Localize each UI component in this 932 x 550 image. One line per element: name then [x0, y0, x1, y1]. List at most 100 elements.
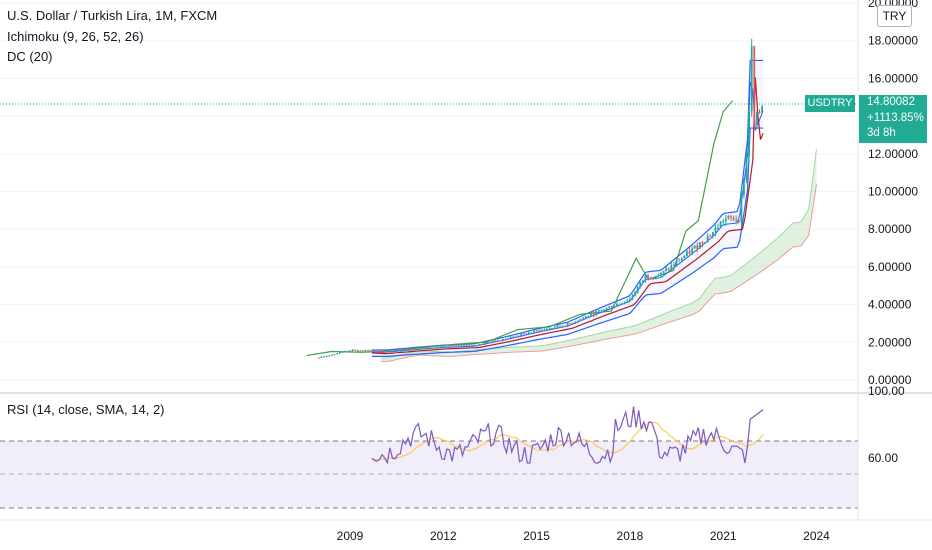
rsi-legend[interactable]: RSI (14, close, SMA, 14, 2): [7, 402, 165, 417]
candle-body: [740, 194, 743, 222]
candle-body: [559, 325, 561, 327]
candle-body: [426, 347, 429, 349]
candle-body: [641, 280, 644, 283]
ichimoku-cloud: [381, 149, 817, 363]
candle-body: [520, 333, 522, 336]
candle-body: [597, 309, 600, 312]
candle-body: [553, 327, 556, 329]
candle-body: [494, 340, 497, 342]
candle-body: [385, 350, 388, 353]
candle-body: [413, 349, 416, 351]
candle-body: [408, 349, 411, 351]
candle-body: [421, 347, 424, 349]
candle-body: [696, 245, 699, 249]
candle-body: [328, 355, 331, 357]
candle-body: [745, 155, 748, 181]
candle-body: [753, 46, 756, 125]
candle-body: [683, 255, 686, 259]
donchian-fill: [371, 60, 764, 357]
candle-body: [654, 276, 657, 278]
candle-body: [686, 251, 688, 256]
time-tick-label: 2012: [430, 529, 457, 543]
candle-body: [680, 258, 683, 262]
candle-body: [584, 316, 587, 318]
price-candles: [318, 38, 763, 359]
candle-body: [375, 351, 377, 353]
candle-body: [755, 112, 758, 125]
candle-body: [333, 354, 336, 356]
cloud-fill: [381, 149, 817, 362]
candle-body: [546, 329, 548, 331]
donchian-legend[interactable]: DC (20): [7, 49, 53, 64]
candle-body: [717, 227, 719, 229]
time-tick-label: 2024: [803, 529, 830, 543]
candle-body: [670, 265, 673, 270]
candle-body: [364, 350, 367, 352]
candle-body: [444, 345, 447, 347]
price-tick-label: 18.00000: [868, 34, 918, 48]
candle-body: [709, 236, 712, 238]
candle-body: [390, 351, 393, 353]
candle-body: [437, 347, 440, 349]
candle-body: [577, 320, 579, 322]
candle-body: [678, 260, 681, 262]
price-tick-label: 0.00000: [868, 373, 912, 387]
donchian-channel: [371, 59, 764, 357]
candle-body: [600, 309, 603, 311]
chart-title[interactable]: U.S. Dollar / Turkish Lira, 1M, FXCM: [7, 8, 218, 23]
candle-body: [336, 353, 338, 355]
price-tick-label: 12.00000: [868, 147, 918, 161]
candle-body: [730, 215, 732, 218]
candle-body: [442, 345, 445, 347]
candle-body: [566, 323, 569, 327]
candle-body: [608, 306, 611, 308]
candle-body: [673, 264, 675, 266]
candle-body: [338, 351, 341, 354]
candle-body: [318, 357, 320, 359]
candle-body: [483, 342, 486, 345]
candle-body: [701, 242, 704, 244]
candle-body: [605, 307, 608, 310]
candle-body: [743, 180, 745, 195]
candle-body: [411, 349, 414, 351]
candle-body: [525, 333, 528, 335]
candle-body: [455, 345, 458, 347]
time-tick-label: 2018: [617, 529, 644, 543]
candle-body: [380, 351, 382, 353]
candle-body: [507, 338, 509, 340]
price-axis-ticks: 0.00000 2.00000 4.00000 6.00000 8.00000 10.00…: [868, 0, 918, 387]
candle-body: [595, 311, 598, 316]
candle-body: [732, 217, 735, 220]
candle-body: [403, 349, 406, 351]
candle-body: [514, 336, 517, 338]
rsi-tick-label: 60.00: [868, 451, 898, 465]
candle-body: [478, 344, 481, 346]
candle-body: [647, 275, 649, 279]
candle-body: [652, 277, 655, 279]
candle-body: [439, 346, 442, 348]
candle-body: [330, 354, 333, 356]
candle-body: [691, 248, 693, 254]
time-axis-ticks: 2009 2012 2015 2018 2021 2024: [337, 529, 831, 543]
price-tick-label: 6.00000: [868, 260, 912, 274]
candle-body: [372, 350, 375, 352]
candle-body: [325, 355, 328, 357]
price-tick-label: 2.00000: [868, 335, 912, 349]
candle-body: [603, 309, 605, 311]
bar-countdown: 3d 8h: [867, 127, 896, 139]
candle-body: [400, 350, 403, 352]
ichimoku-legend[interactable]: Ichimoku (9, 26, 52, 26): [7, 29, 144, 44]
candle-body: [416, 349, 419, 351]
candle-body: [530, 332, 533, 334]
rsi-axis-ticks: 60.00 100.00: [868, 384, 905, 465]
candle-body: [382, 351, 385, 353]
candle-body: [535, 330, 538, 332]
candle-body: [450, 345, 452, 347]
candle-body: [457, 345, 460, 347]
candle-body: [533, 330, 535, 333]
candle-body: [356, 350, 359, 352]
candle-body: [473, 344, 476, 346]
currency-badge[interactable]: TRY: [877, 5, 912, 27]
candle-body: [527, 332, 530, 335]
